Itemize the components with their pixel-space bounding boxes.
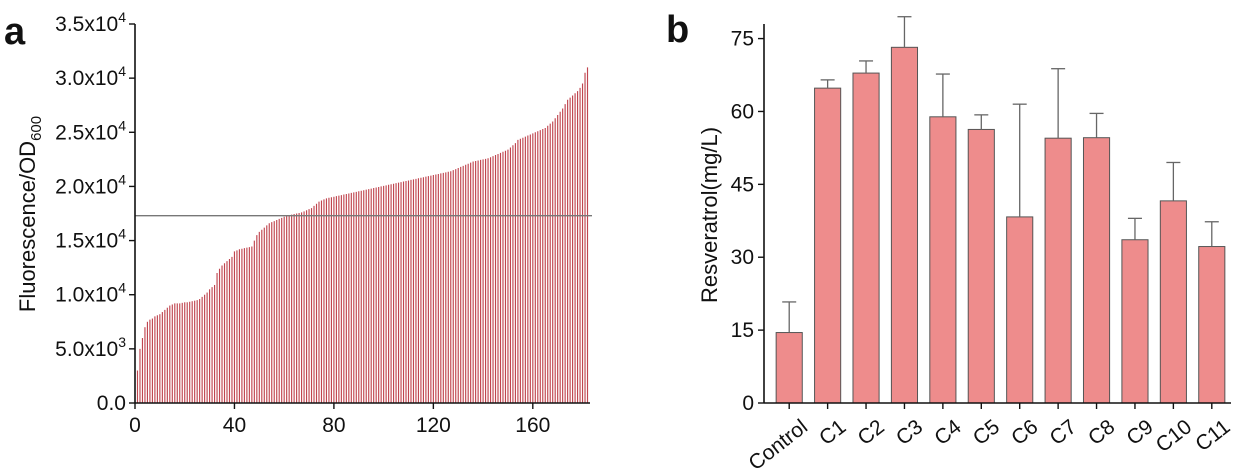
panel-a-y-tick-label: 3.0x104 [55, 63, 126, 90]
panel-a-y-ticks: 0.05.0x1031.0x1041.5x1042.0x1042.5x1043.… [55, 9, 135, 415]
panel-b-y-axis-title: Resveratrol(mg/L) [697, 127, 722, 303]
panel-b-x-tick-label: C7 [1046, 415, 1081, 450]
panel-b-bar [929, 116, 957, 404]
panel-b-chart: 0 15 30 45 60 75 Control C1 C2 C3 C4 C5 C6 C7 C8 C9C10… [697, 16, 1235, 469]
panel-a-y-tick-base: 0.0 [97, 392, 126, 415]
panel-b-x-tick-label: C3 [892, 415, 927, 450]
panel-a-y-tick-base: 3.0x10 [55, 67, 118, 90]
panel-b-error-bars [782, 16, 1219, 333]
panel-b-y-tick-label: 15 [731, 319, 754, 342]
panel-b-bar [1006, 216, 1034, 404]
panel-letter-b: b [666, 9, 689, 51]
panel-a-y-tick-label: 5.0x103 [55, 334, 126, 361]
panel-b-y-tick-label: 45 [731, 173, 754, 196]
panel-a-y-tick-label: 2.0x104 [55, 171, 126, 198]
panel-a-y-tick-exponent: 4 [118, 63, 126, 79]
panel-a-x-ticks: 0 40 80 120 160 [129, 403, 550, 437]
panel-b-bar [852, 72, 880, 404]
panel-a-y-tick-exponent: 4 [118, 117, 126, 133]
panel-b-x-tick-label: Control [744, 415, 812, 469]
panel-a-y-tick-label: 0.0 [97, 392, 126, 415]
panel-b-x-tick-label: C1 [815, 415, 850, 450]
panel-b-y-tick-label: 60 [731, 100, 754, 123]
panel-a-x-tick-label: 160 [515, 414, 550, 437]
panel-a-ylabel-sub: 600 [28, 116, 45, 141]
panel-b-bars [775, 46, 1226, 404]
panel-b-x-tick-label: C5 [969, 415, 1004, 450]
panel-a-y-tick-label: 1.0x104 [55, 280, 126, 307]
panel-a-y-tick-base: 1.5x10 [55, 230, 118, 253]
panel-a-y-tick-base: 2.0x10 [55, 175, 118, 198]
panel-b-bar [967, 128, 995, 404]
panel-a-y-tick-label: 3.5x104 [55, 9, 126, 36]
panel-a-y-tick-exponent: 3 [118, 334, 126, 350]
panel-a-x-tick-label: 120 [416, 414, 451, 437]
panel-a-x-tick-label: 80 [322, 414, 345, 437]
panel-b-bar [890, 46, 919, 404]
panel-a-x-tick-label: 0 [129, 414, 141, 437]
panel-b-y-ticks: 0 15 30 45 60 75 [731, 28, 764, 415]
panel-a-y-tick-base: 1.0x10 [55, 284, 118, 307]
panel-b-x-tick-label: C11 [1191, 415, 1234, 456]
panel-a-chart: 0.05.0x1031.0x1041.5x1042.0x1042.5x1043.… [15, 9, 592, 437]
panel-b-x-tick-label: C8 [1084, 415, 1119, 450]
panel-a-y-tick-label: 2.5x104 [55, 117, 126, 144]
panel-a-y-tick-exponent: 4 [118, 171, 126, 187]
panel-b-bar [775, 332, 803, 404]
panel-b-x-tick-label: C10 [1152, 415, 1197, 457]
panel-a-ylabel-main: Fluorescence/OD [15, 141, 40, 312]
panel-b-x-tick-label: C4 [930, 415, 966, 450]
panel-letter-a: a [4, 11, 26, 53]
panel-b-x-tick-label: C9 [1122, 415, 1157, 450]
panel-a-y-tick-exponent: 4 [118, 226, 126, 242]
panel-b-bar [1082, 137, 1111, 404]
panel-b-bar [814, 87, 842, 404]
panel-a-y-tick-exponent: 4 [118, 9, 126, 25]
panel-b-bar [1044, 137, 1072, 404]
panel-a-y-tick-base: 5.0x10 [55, 338, 118, 361]
panel-a-y-tick-base: 3.5x10 [55, 13, 118, 36]
panel-a-bars [136, 67, 589, 403]
panel-b-bar [1121, 239, 1149, 404]
panel-b-y-tick-label: 30 [731, 246, 754, 269]
panel-b-x-tick-label: C6 [1007, 415, 1042, 450]
panel-b-y-tick-label: 75 [731, 28, 754, 51]
panel-b-y-tick-label: 0 [742, 392, 754, 415]
panel-b-x-tick-label: C2 [853, 415, 888, 450]
panel-a-y-tick-exponent: 4 [118, 280, 126, 296]
panel-a-y-tick-base: 2.5x10 [55, 121, 118, 144]
panel-a-x-tick-label: 40 [223, 414, 246, 437]
panel-a-y-tick-label: 1.5x104 [55, 226, 126, 253]
panel-a-y-axis-title: Fluorescence/OD600 [15, 116, 45, 312]
panel-b-bar [1159, 200, 1187, 404]
panel-b-bar [1198, 246, 1226, 404]
